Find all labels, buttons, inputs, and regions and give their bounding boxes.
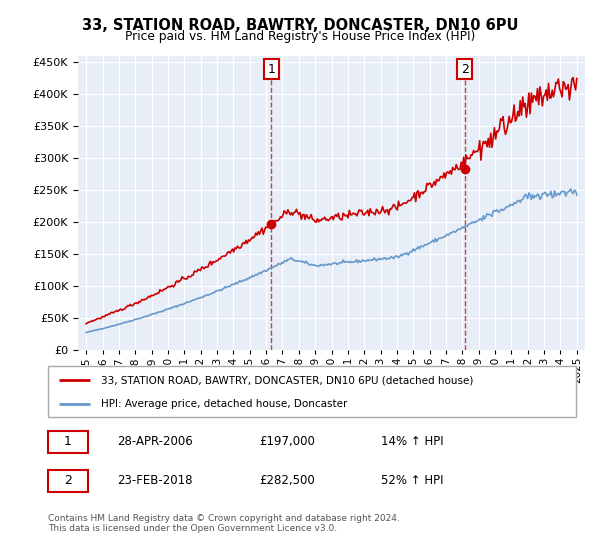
Text: 52% ↑ HPI: 52% ↑ HPI <box>380 474 443 487</box>
Text: £282,500: £282,500 <box>259 474 315 487</box>
Text: Contains HM Land Registry data © Crown copyright and database right 2024.
This d: Contains HM Land Registry data © Crown c… <box>48 514 400 534</box>
Text: 14% ↑ HPI: 14% ↑ HPI <box>380 435 443 448</box>
Text: 1: 1 <box>268 63 275 76</box>
Text: 2: 2 <box>461 63 469 76</box>
Text: 23-FEB-2018: 23-FEB-2018 <box>116 474 192 487</box>
Text: £197,000: £197,000 <box>259 435 315 448</box>
Text: Price paid vs. HM Land Registry's House Price Index (HPI): Price paid vs. HM Land Registry's House … <box>125 30 475 43</box>
Text: 1: 1 <box>64 435 72 448</box>
FancyBboxPatch shape <box>48 366 576 417</box>
Text: 33, STATION ROAD, BAWTRY, DONCASTER, DN10 6PU (detached house): 33, STATION ROAD, BAWTRY, DONCASTER, DN1… <box>101 375 473 385</box>
Text: HPI: Average price, detached house, Doncaster: HPI: Average price, detached house, Donc… <box>101 399 347 409</box>
FancyBboxPatch shape <box>48 470 88 492</box>
FancyBboxPatch shape <box>48 431 88 452</box>
Text: 2: 2 <box>64 474 72 487</box>
Text: 33, STATION ROAD, BAWTRY, DONCASTER, DN10 6PU: 33, STATION ROAD, BAWTRY, DONCASTER, DN1… <box>82 18 518 33</box>
Text: 28-APR-2006: 28-APR-2006 <box>116 435 193 448</box>
